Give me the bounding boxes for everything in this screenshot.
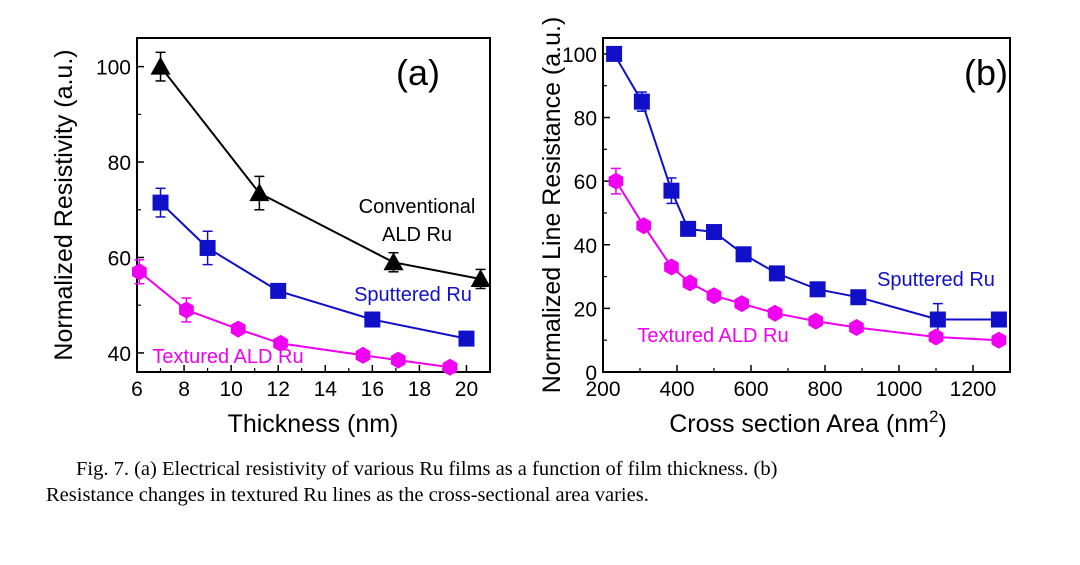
data-point — [664, 258, 679, 276]
x-tick-label: 200 — [585, 378, 620, 401]
x-tick-label: 6 — [131, 378, 143, 401]
series-label: Textured ALD Ru — [152, 346, 303, 368]
plot-frame — [602, 37, 1011, 373]
data-point — [636, 217, 652, 235]
x-tick-label: 18 — [408, 378, 431, 401]
data-point — [929, 311, 946, 328]
x-tick-label: 8 — [178, 378, 190, 401]
x-tick-label: 16 — [361, 378, 384, 401]
caption-line-2: Resistance changes in textured Ru lines … — [46, 484, 649, 506]
panel-label: (b) — [964, 52, 1008, 93]
y-tick-label: 100 — [96, 57, 131, 80]
series-label: Textured ALD Ru — [637, 325, 788, 347]
x-tick-label: 800 — [807, 378, 842, 401]
data-point — [608, 172, 624, 190]
series-textured-ald-ru — [132, 259, 458, 376]
data-point — [273, 334, 288, 352]
series-label: Sputtered Ru — [877, 269, 995, 291]
x-axis-label: Cross section Area (nm2) — [669, 407, 947, 438]
data-point — [458, 330, 475, 347]
data-point — [680, 220, 697, 237]
data-point — [383, 252, 404, 271]
data-point — [808, 312, 824, 330]
y-tick-label: 40 — [574, 235, 597, 258]
data-point — [199, 239, 216, 256]
data-point — [364, 311, 381, 328]
y-tick-label: 100 — [562, 44, 597, 67]
data-point — [991, 331, 1007, 349]
x-axis-label: Thickness (nm) — [228, 410, 399, 438]
data-point — [633, 93, 650, 110]
data-point — [928, 328, 944, 346]
data-point — [706, 287, 722, 305]
series-conventional-ald-ru — [150, 51, 491, 290]
y-tick-label: 20 — [574, 298, 597, 321]
data-point — [663, 182, 680, 199]
chart-panel-b: 200 400 600 800 1000 1200 0 20 40 60 80 100 (b) Cross… — [538, 17, 1011, 438]
data-point — [809, 281, 826, 298]
data-point — [442, 358, 458, 376]
y-tick-label: 60 — [574, 171, 597, 194]
panel-label: (a) — [396, 52, 440, 93]
x-tick-label: 1200 — [950, 378, 997, 401]
data-point — [249, 183, 270, 202]
data-point — [150, 56, 171, 75]
data-point — [735, 246, 752, 263]
x-tick-label: 600 — [733, 378, 768, 401]
data-point — [768, 265, 785, 282]
data-point — [230, 320, 246, 338]
x-tick-label: 400 — [659, 378, 694, 401]
data-point — [390, 351, 406, 369]
x-tick-label: 20 — [455, 378, 478, 401]
series-sputtered-ru — [606, 45, 1007, 337]
data-point — [470, 268, 491, 287]
data-point — [767, 304, 783, 322]
series-label: Sputtered Ru — [354, 284, 472, 306]
data-point — [850, 289, 867, 306]
series-textured-ald-ru — [608, 167, 1007, 349]
data-point — [849, 319, 864, 336]
y-tick-label: 80 — [574, 108, 597, 131]
data-point — [179, 301, 194, 319]
data-point — [270, 282, 287, 299]
series-label: Conventional — [359, 196, 476, 218]
series-line — [159, 65, 481, 280]
figure-7: 6 8 10 12 14 16 18 20 40 60 80 100 (a) Thickness (nm)… — [50, 17, 1011, 438]
y-axis-label: Normalized Line Resistance (a.u.) — [538, 17, 566, 394]
y-axis-label: Normalized Resistivity (a.u.) — [50, 49, 78, 360]
data-point — [990, 311, 1007, 328]
series-sputtered-ru — [152, 187, 475, 347]
plot-frame — [136, 37, 491, 373]
x-tick-label: 14 — [314, 378, 338, 401]
x-tick-label: 1000 — [876, 378, 923, 401]
caption-line-1: Fig. 7. (a) Electrical resistivity of va… — [76, 458, 778, 480]
figure-caption: Fig. 7. (a) Electrical resistivity of va… — [46, 456, 1046, 508]
data-point — [132, 263, 147, 281]
data-point — [355, 346, 371, 364]
series-label: ALD Ru — [382, 224, 452, 246]
x-tick-label: 12 — [267, 378, 290, 401]
data-point — [152, 194, 169, 211]
y-tick-label: 40 — [108, 343, 131, 366]
x-tick-label: 10 — [219, 378, 242, 401]
chart-panel-a: 6 8 10 12 14 16 18 20 40 60 80 100 (a) Thickness (nm)… — [50, 37, 491, 438]
y-tick-label: 80 — [108, 152, 131, 175]
data-point — [706, 224, 722, 241]
data-point — [606, 45, 623, 62]
data-point — [682, 274, 698, 292]
y-tick-label: 0 — [585, 362, 597, 385]
data-point — [734, 295, 750, 313]
y-tick-label: 60 — [108, 247, 131, 270]
